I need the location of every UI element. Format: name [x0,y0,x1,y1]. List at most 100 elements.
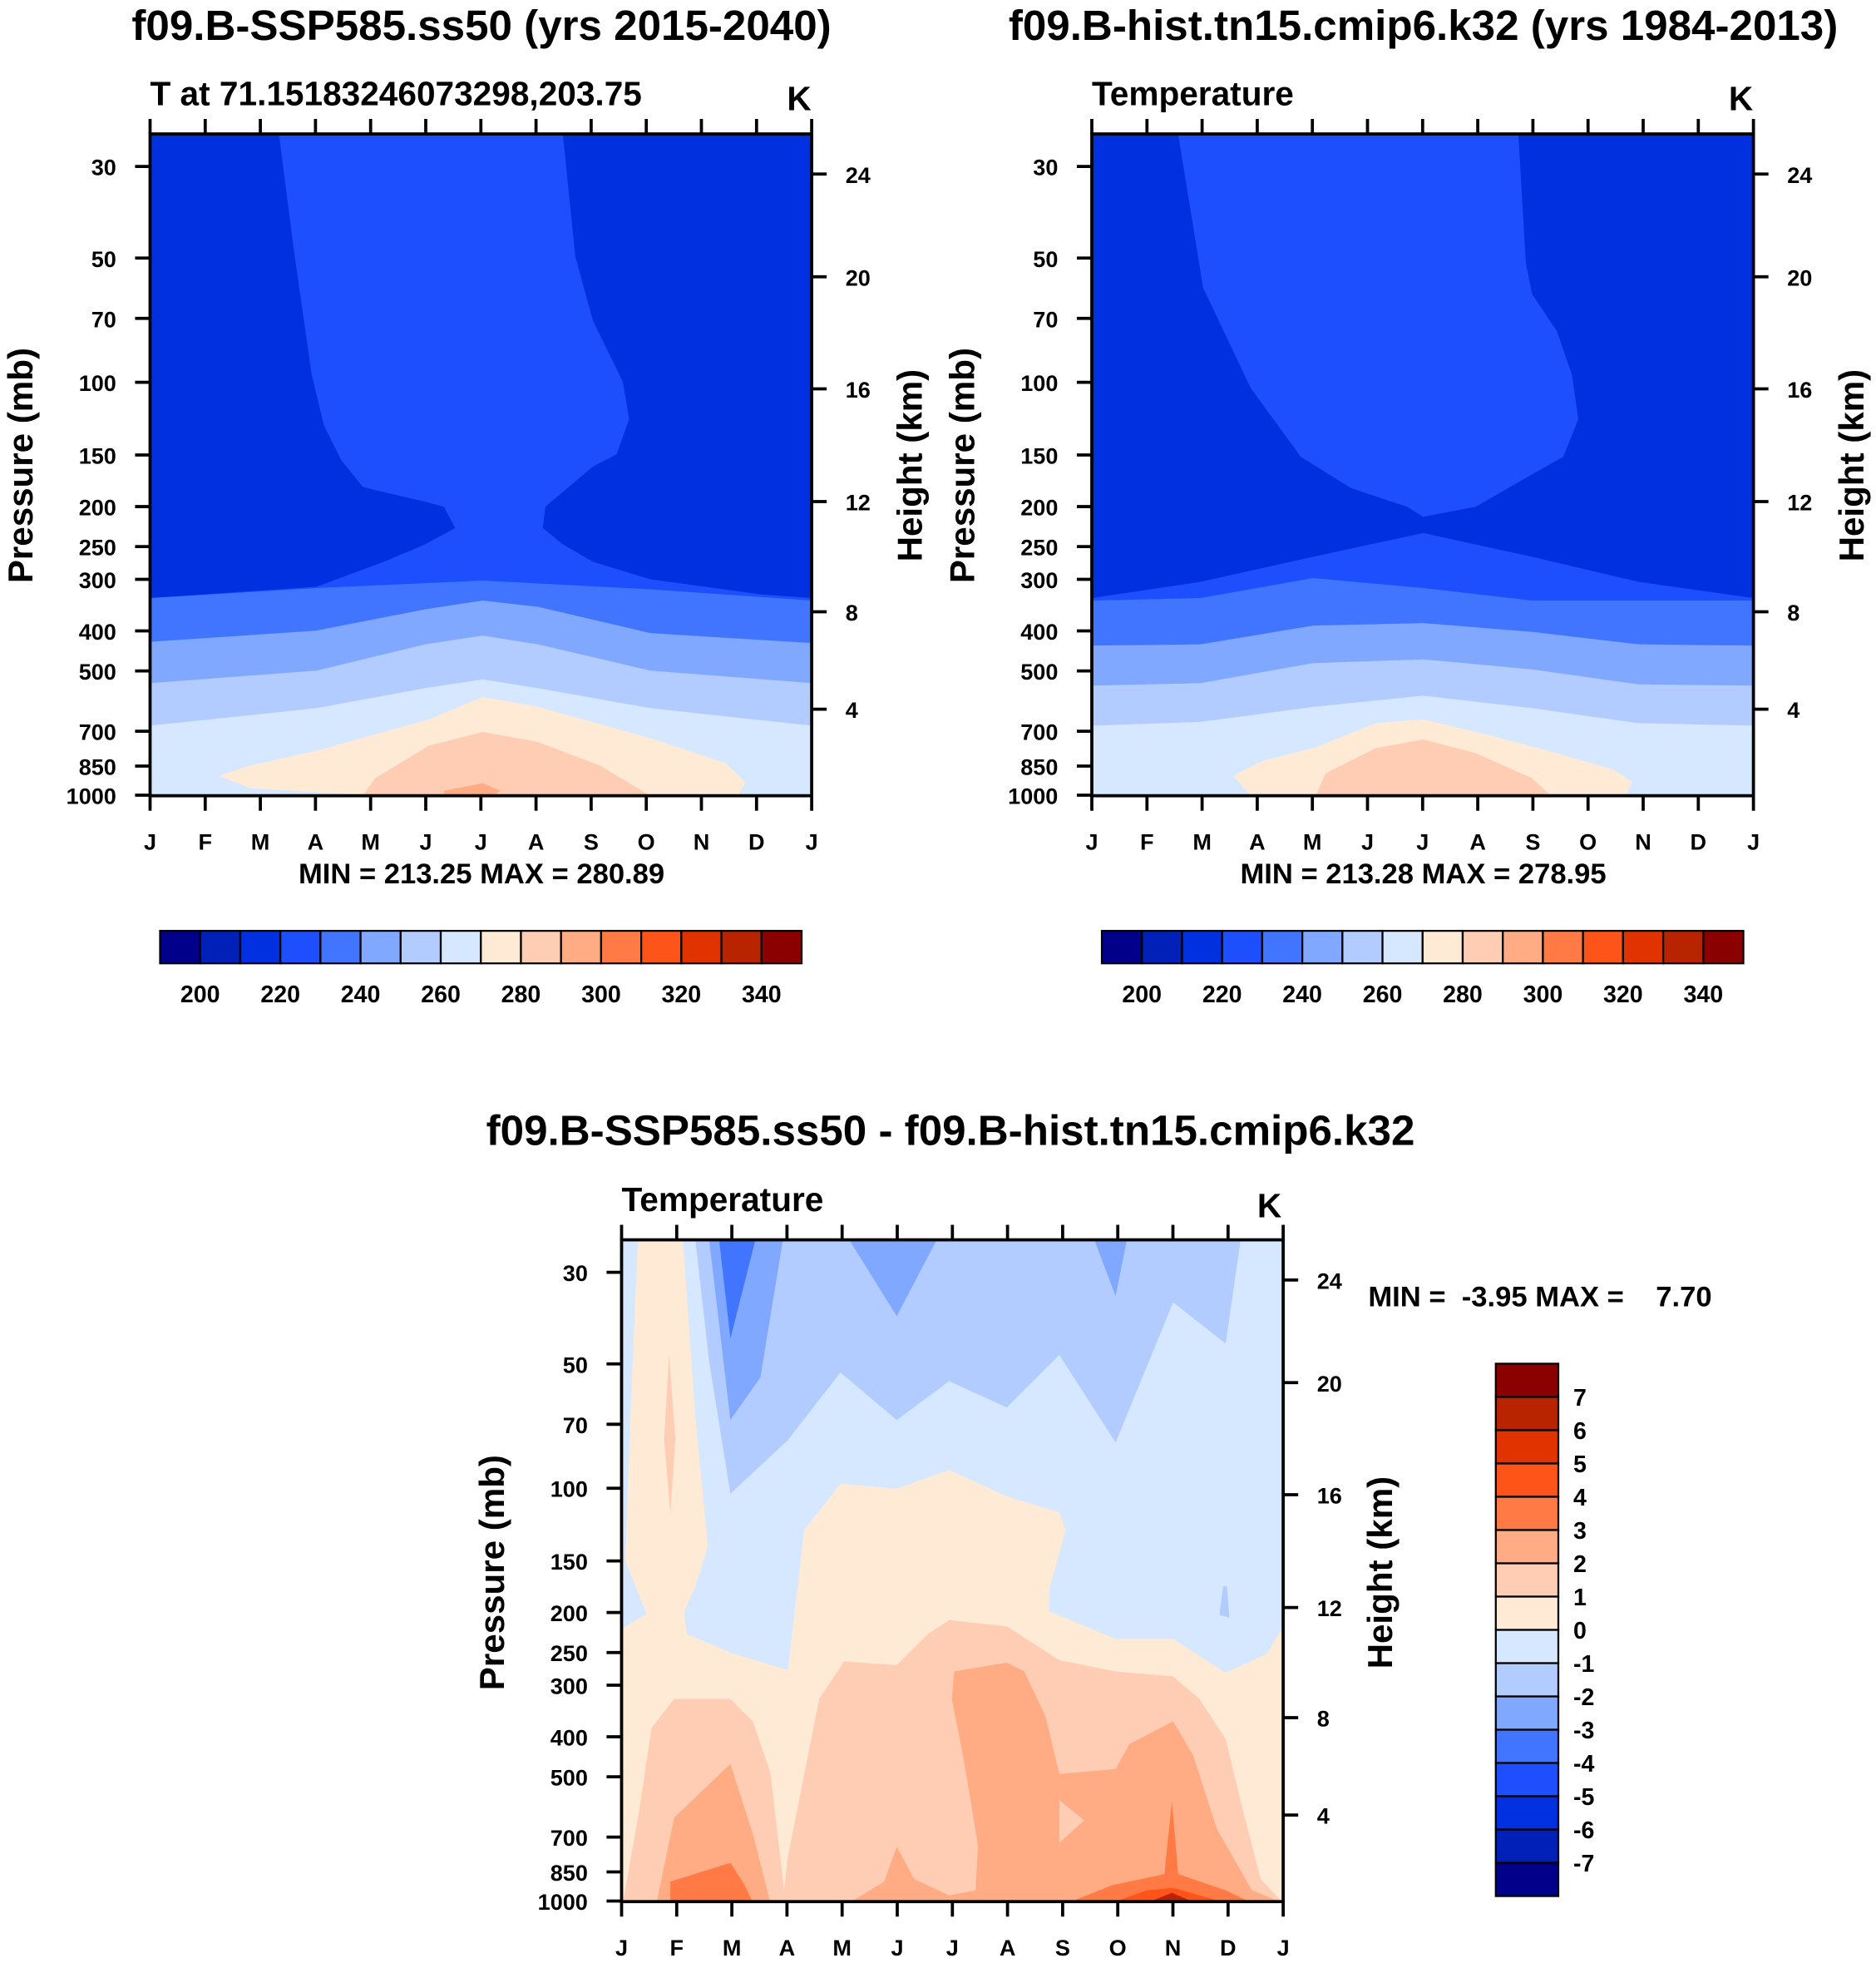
colorbar-box [760,929,803,965]
y-right-tick-label: 8 [1787,600,1799,625]
colorbar-box [1502,929,1544,965]
colorbar-box [1341,929,1384,965]
colorbar-box [1381,929,1424,965]
y-tick-label: 250 [550,1640,588,1666]
panel-title: f09.B-SSP585.ss50 (yrs 2015-2040) [131,2,831,49]
y-tick-label: 500 [550,1765,588,1791]
x-tick-label: J [891,1935,903,1961]
x-tick-label: D [1691,828,1707,854]
y-tick-label: 700 [550,1825,588,1851]
colorbar-label: 340 [742,982,782,1008]
contour-region [1059,1800,1084,1843]
colorbar-label: 240 [1282,982,1322,1008]
x-tick-label: S [584,828,599,854]
y-right-tick-label: 16 [1787,377,1812,403]
y-right-tick-label: 20 [1787,265,1812,290]
x-tick-label: S [1055,1935,1070,1961]
contour-region [1094,1239,1128,1297]
colorbar-label: 220 [1202,982,1242,1008]
colorbar-box [1181,929,1223,965]
colorbar-label: 4 [1573,1485,1587,1511]
y-right-tick-label: 8 [846,600,858,625]
colorbar-box [159,929,201,965]
colorbar-box [1261,929,1304,965]
x-tick-label: M [361,828,380,854]
y-tick-label: 150 [550,1549,588,1575]
x-tick-label: O [1109,1935,1127,1961]
x-tick-label: M [251,828,270,854]
contour-region [849,1239,937,1317]
y-axis-right-label: Height (km) [1360,1476,1400,1669]
y-axis-label: Pressure (mb) [1,348,40,583]
x-tick-label: J [1277,1935,1290,1961]
y-tick-label: 850 [550,1860,588,1886]
y-tick-label: 700 [1020,719,1058,745]
colorbar-box [1494,1795,1560,1831]
colorbar-box [1494,1862,1560,1897]
colorbar-label: -2 [1573,1684,1594,1711]
colorbar-label: 260 [1363,982,1403,1008]
colorbar-box [359,929,402,965]
y-tick-label: 850 [79,754,116,779]
colorbar: 200 220 240 260 280 300 320 340 [1100,929,1745,1008]
contour-region [718,1239,756,1339]
colorbar-label: 1 [1573,1585,1587,1611]
contour-region [656,1763,771,1903]
x-tick-label: M [1303,828,1322,854]
y-tick-label: 850 [1020,754,1058,779]
y-tick-label: 150 [1020,443,1058,469]
y-tick-label: 100 [1020,370,1058,396]
colorbar-box [199,929,242,965]
x-tick-label: M [1192,828,1212,854]
contour-region [1068,1801,1252,1903]
y-tick-label: 100 [550,1476,588,1502]
panel-title: f09.B-SSP585.ss50 - f09.B-hist.tn15.cmip… [486,1106,1415,1154]
colorbar-box [1494,1762,1560,1797]
units-label: K [787,79,811,117]
y-right-tick-label: 20 [1317,1371,1342,1397]
colorbar-box [1494,1828,1560,1864]
y-tick-label: 400 [550,1725,588,1751]
colorbar-box [1461,929,1504,965]
y-tick-label: 300 [79,567,116,593]
min-max-stats: MIN = 213.28 MAX = 278.95 [1240,858,1606,890]
colorbar-box [1494,1462,1560,1498]
colorbar-box [1301,929,1344,965]
y-tick-label: 30 [1033,155,1058,180]
colorbar-box [1494,1629,1560,1664]
colorbar-box [1221,929,1264,965]
colorbar-label: 240 [341,982,381,1008]
colorbar-box [680,929,723,965]
colorbar-label: -3 [1573,1718,1594,1744]
y-tick-label: 400 [79,619,116,645]
contour-region [695,1239,1241,1494]
contour-region [1177,134,1579,517]
colorbar-label: 320 [1603,982,1643,1008]
colorbar-box [1494,1496,1560,1531]
contour-fills [1091,134,1754,796]
colorbar-box [1702,929,1745,965]
y-tick-label: 1000 [1008,784,1058,809]
colorbar-label: 0 [1573,1618,1587,1644]
colorbar-label: 200 [180,982,220,1008]
x-tick-label: A [1469,828,1486,854]
colorbar-label: -5 [1573,1784,1595,1811]
y-right-tick-label: 4 [846,697,858,723]
colorbar-box [1661,929,1705,965]
y-right-tick-label: 16 [846,377,871,403]
panel-title: f09.B-hist.tn15.cmip6.k32 (yrs 1984-2013… [1009,2,1838,49]
x-tick-label: A [779,1935,796,1961]
colorbar-box [1100,929,1143,965]
contour-region [443,783,501,796]
x-tick-label: N [694,828,710,854]
x-tick-label: J [475,828,487,854]
colorbar-box [480,929,522,965]
axes: J F M A M J J A S O N D J 30 50 70 100 150 200 250 300 400 500… [67,118,871,854]
y-tick-label: 70 [1033,306,1058,332]
panel-subtitle: Temperature [621,1180,823,1219]
x-tick-label: F [670,1935,684,1961]
contour-region [670,1862,753,1903]
colorbar-box [1582,929,1624,965]
y-tick-label: 300 [1020,567,1058,593]
colorbar-label: -4 [1573,1751,1595,1778]
